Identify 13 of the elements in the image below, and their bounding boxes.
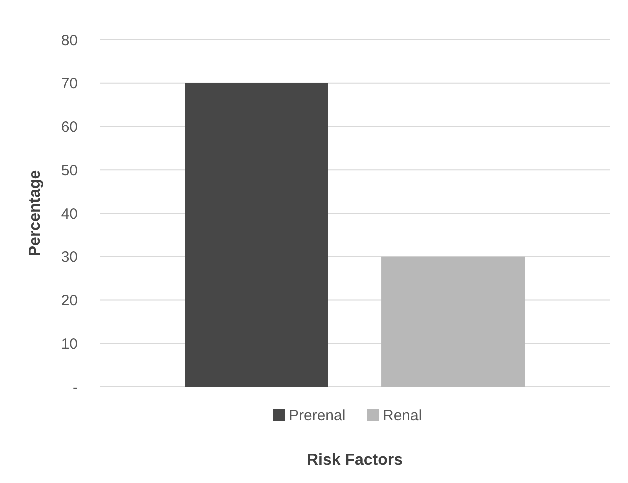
x-axis-title: Risk Factors xyxy=(306,452,404,469)
y-tick-label: 50 xyxy=(61,162,78,180)
y-tick-label: 60 xyxy=(61,119,78,136)
y-tick-label: 20 xyxy=(61,292,78,310)
y-tick-label: 70 xyxy=(61,76,78,93)
legend-label: Renal xyxy=(383,407,422,424)
y-tick-label: 40 xyxy=(61,206,78,223)
y-tick-label: 80 xyxy=(61,32,78,50)
y-tick-label: - xyxy=(73,379,78,396)
y-axis-title: Percentage xyxy=(27,170,44,257)
legend-label: Prerenal xyxy=(289,407,346,424)
y-tick-label: 30 xyxy=(61,249,78,266)
y-tick-label: 10 xyxy=(61,336,78,353)
